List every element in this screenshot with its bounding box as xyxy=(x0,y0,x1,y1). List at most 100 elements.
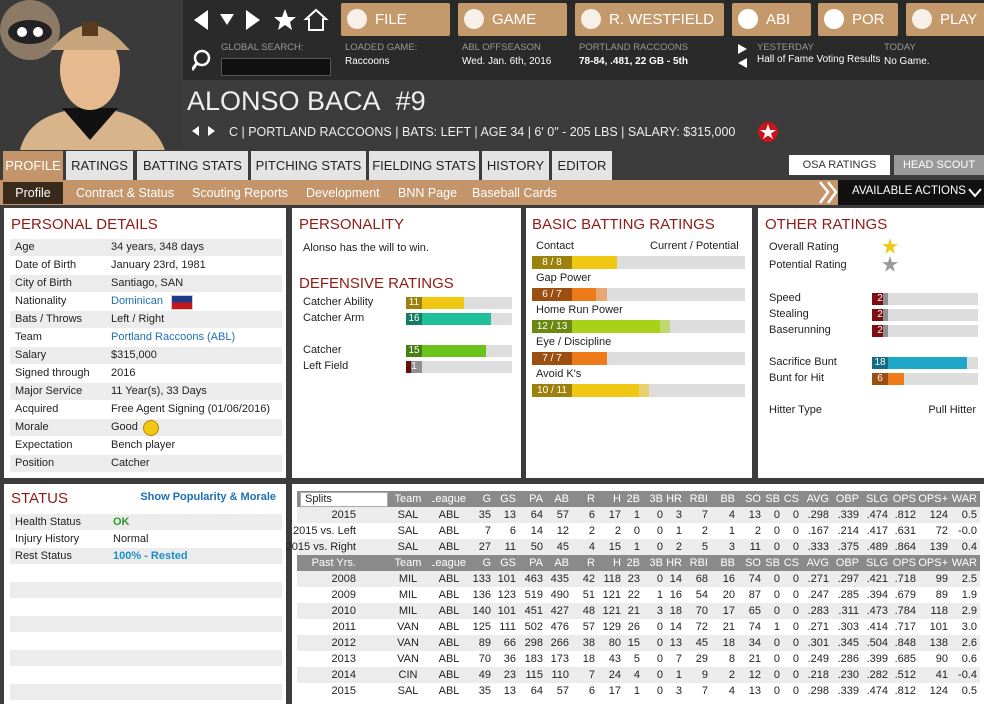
table-cell: 0 xyxy=(773,653,780,665)
table-cell: 451 xyxy=(524,605,543,617)
panel-title: PERSONALITY xyxy=(299,216,405,233)
actions[interactable]: AVAILABLE ACTIONS xyxy=(852,185,966,197)
nav-button[interactable]: PLAY xyxy=(906,3,984,36)
table-cell: 1 xyxy=(675,525,682,537)
table-cell: 13 xyxy=(669,637,682,649)
row-stripe xyxy=(10,531,282,547)
tab[interactable]: HISTORY xyxy=(482,151,549,180)
table-cell: 89 xyxy=(478,637,491,649)
table-cell: 64 xyxy=(530,509,543,521)
batting-header: Current / Potential xyxy=(650,240,739,252)
star-icon[interactable] xyxy=(274,9,296,30)
table-cell: 0 xyxy=(792,589,799,601)
table-cell: BB xyxy=(720,493,735,505)
nav-button[interactable]: GAME xyxy=(458,3,567,36)
defense-label: Left Field xyxy=(303,360,349,372)
subtab[interactable]: BNN Page xyxy=(398,186,458,200)
subtab[interactable]: Contract & Status xyxy=(76,186,174,200)
table-cell: 3 xyxy=(728,541,735,553)
back-icon[interactable] xyxy=(194,10,208,30)
status-link[interactable]: Show Popularity & Morale xyxy=(140,491,276,503)
table-cell: 0.5 xyxy=(961,509,977,521)
tab[interactable]: RATINGS xyxy=(66,151,133,180)
search-icon[interactable] xyxy=(192,48,214,74)
tab[interactable]: PITCHING STATS xyxy=(251,151,366,180)
batting-label: Home Run Power xyxy=(536,304,623,316)
tab[interactable]: EDITOR xyxy=(552,151,612,180)
tab[interactable]: PROFILE xyxy=(3,151,63,180)
row-stripe xyxy=(10,633,282,649)
table-cell: 4 xyxy=(728,685,735,697)
rating-bar xyxy=(406,297,465,309)
table-cell: PA xyxy=(529,493,543,505)
table-cell: 3B xyxy=(649,557,663,569)
detail-value: Bench player xyxy=(111,439,176,451)
name: ALONSO BACA xyxy=(187,86,381,116)
table-cell: 0 xyxy=(792,621,799,633)
rating-box: 11 xyxy=(406,297,422,309)
table-row xyxy=(297,587,980,603)
row-stripe xyxy=(10,667,282,683)
subtab[interactable]: Baseball Cards xyxy=(472,186,557,200)
table-cell: Splits xyxy=(300,492,388,507)
nav-button[interactable]: POR xyxy=(818,3,898,36)
subtab[interactable]: Development xyxy=(306,186,380,200)
table-cell: R xyxy=(587,557,595,569)
table-cell: 2 xyxy=(614,525,621,537)
table-cell: 14 xyxy=(669,573,682,585)
subtab-bar xyxy=(0,180,984,205)
table-cell: 51 xyxy=(582,589,595,601)
nav-button-label: PLAY xyxy=(940,11,978,28)
nav-button[interactable]: R. WESTFIELD xyxy=(575,3,724,36)
nav-button[interactable]: ABI xyxy=(732,3,811,36)
forward-icon[interactable] xyxy=(246,10,260,30)
table-cell: 2015 xyxy=(331,509,356,521)
detail-value[interactable]: Dominican xyxy=(111,295,163,307)
subtab[interactable]: Profile xyxy=(3,182,63,204)
nav-button[interactable]: FILE xyxy=(341,3,450,36)
table-cell: .474 xyxy=(866,685,888,697)
table-cell: 12 xyxy=(748,669,761,681)
home-icon[interactable] xyxy=(303,8,329,31)
table-row xyxy=(297,555,980,571)
tab[interactable]: BATTING STATS xyxy=(137,151,248,180)
table-cell: .271 xyxy=(807,621,829,633)
detail-value[interactable]: Portland Raccoons (ABL) xyxy=(111,331,236,343)
row-stripe xyxy=(10,383,282,400)
table-cell: 1 xyxy=(773,621,780,633)
table-cell: League xyxy=(432,557,466,569)
table-cell: 20 xyxy=(722,589,735,601)
rating-box: 8 / 8 xyxy=(532,256,572,269)
tab[interactable]: FIELDING STATS xyxy=(369,151,479,180)
table-cell: AVG xyxy=(806,557,829,569)
player-arrows[interactable] xyxy=(190,125,220,139)
down-icon[interactable] xyxy=(220,14,234,25)
table-cell: AB xyxy=(554,557,569,569)
rating-box: 18 xyxy=(872,357,888,369)
table-cell: 2 xyxy=(754,525,761,537)
table-cell: 101 xyxy=(929,621,948,633)
table-cell: 7 xyxy=(701,685,708,697)
detail-value: $315,000 xyxy=(111,349,157,361)
detail-value: January 23rd, 1981 xyxy=(111,259,206,271)
defense-label: Catcher Ability xyxy=(303,296,374,308)
table-cell: BB xyxy=(720,557,735,569)
scout-tab[interactable]: OSA RATINGS xyxy=(789,155,890,175)
table-cell: .812 xyxy=(894,509,916,521)
table-cell: 9 xyxy=(701,669,708,681)
rating-box: 10 / 11 xyxy=(532,384,572,397)
table-cell: MIL xyxy=(398,605,418,617)
table-cell: 2 xyxy=(728,669,735,681)
subtab[interactable]: Scouting Reports xyxy=(192,186,288,200)
search-box[interactable] xyxy=(221,58,331,76)
row-stripe xyxy=(10,437,282,454)
scout-tab[interactable]: HEAD SCOUT xyxy=(894,155,984,175)
table-cell: 38 xyxy=(582,637,595,649)
table-cell: .631 xyxy=(894,525,916,537)
favorite-icon[interactable] xyxy=(757,121,779,143)
table-cell: 0.4 xyxy=(961,541,977,553)
batting-label: Avoid K's xyxy=(536,368,582,380)
table-cell: 0 xyxy=(773,605,780,617)
table-cell: MIL xyxy=(398,589,418,601)
table-cell: 125 xyxy=(472,621,491,633)
